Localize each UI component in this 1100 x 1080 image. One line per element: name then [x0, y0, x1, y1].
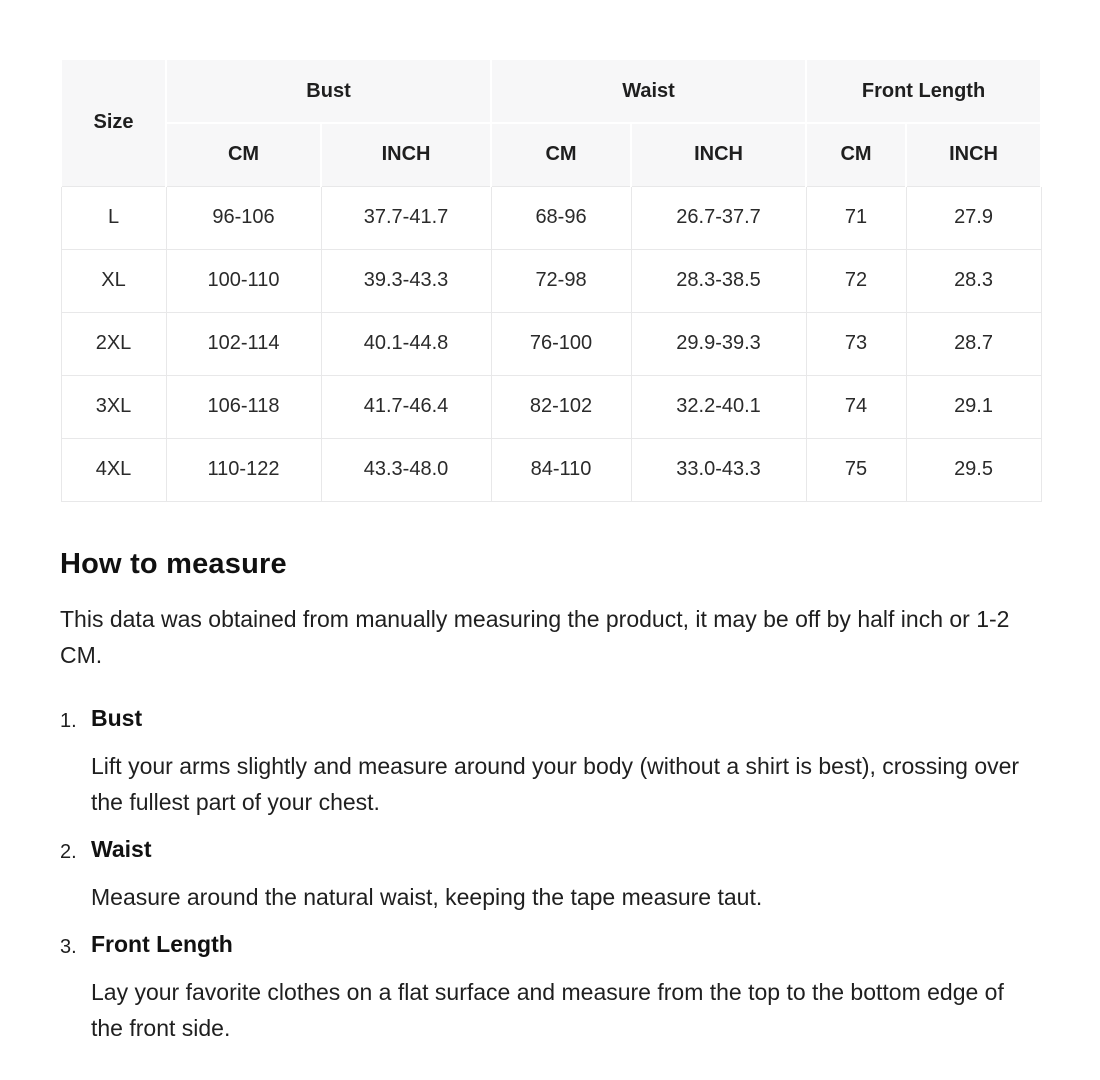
waist-cm-cell: 84-110 [490, 437, 632, 502]
measure-step-bust: 1. Bust Lift your arms slightly and meas… [60, 705, 1040, 836]
waist-inch-cell: 29.9-39.3 [630, 311, 807, 376]
step-title: Bust [91, 704, 143, 731]
column-header-bust-inch: INCH [319, 122, 493, 186]
step-description: Lift your arms slightly and measure arou… [91, 752, 1020, 815]
table-row-2xl: 2XL 102-114 40.1-44.8 76-100 29.9-39.3 7… [60, 311, 1042, 376]
measure-step-front-length: 3. Front Length Lay your favorite clothe… [60, 931, 1040, 1062]
how-to-measure-title: How to measure [60, 547, 287, 580]
front-cm-cell: 75 [805, 437, 907, 502]
front-inch-cell: 29.1 [905, 374, 1042, 439]
size-cell: 3XL [60, 374, 167, 439]
column-header-bust-cm: CM [165, 122, 322, 186]
front-inch-cell: 28.3 [905, 248, 1042, 313]
step-content: Bust Lift your arms slightly and measure… [91, 705, 1040, 836]
bust-cm-cell: 102-114 [165, 311, 322, 376]
table-group-header-row: Size Bust Waist Front Length [60, 58, 1043, 186]
measure-step-waist: 2. Waist Measure around the natural wais… [60, 836, 1040, 931]
column-header-waist-cm: CM [490, 122, 633, 186]
step-content: Front Length Lay your favorite clothes o… [91, 931, 1040, 1062]
step-content: Waist Measure around the natural waist, … [91, 836, 1040, 931]
size-cell: 4XL [60, 437, 167, 502]
front-cm-cell: 71 [805, 185, 907, 250]
bust-cm-cell: 96-106 [165, 185, 322, 250]
waist-inch-cell: 33.0-43.3 [630, 437, 807, 502]
measure-steps-list: 1. Bust Lift your arms slightly and meas… [60, 705, 1040, 1062]
front-inch-cell: 29.5 [905, 437, 1042, 502]
table-unit-header-row: CM INCH CM INCH CM INCH [61, 122, 1043, 186]
waist-cm-cell: 72-98 [490, 248, 632, 313]
table-row-l: L 96-106 37.7-41.7 68-96 26.7-37.7 71 27… [60, 185, 1042, 250]
bust-cm-cell: 106-118 [165, 374, 322, 439]
column-group-front-length: Front Length [805, 58, 1043, 123]
size-chart-table: Size Bust Waist Front Length CM INCH CM … [60, 58, 1043, 502]
column-header-front-inch: INCH [905, 122, 1043, 186]
column-group-waist: Waist [490, 58, 808, 123]
how-to-measure-intro: This data was obtained from manually mea… [60, 605, 1010, 668]
waist-inch-cell: 26.7-37.7 [630, 185, 807, 250]
front-inch-cell: 27.9 [905, 185, 1042, 250]
waist-inch-cell: 28.3-38.5 [630, 248, 807, 313]
waist-inch-cell: 32.2-40.1 [630, 374, 807, 439]
step-title: Front Length [91, 930, 233, 957]
bust-cm-cell: 100-110 [165, 248, 322, 313]
table-row-xl: XL 100-110 39.3-43.3 72-98 28.3-38.5 72 … [60, 248, 1042, 313]
column-header-front-cm: CM [805, 122, 908, 186]
step-description: Measure around the natural waist, keepin… [91, 883, 763, 910]
bust-inch-cell: 40.1-44.8 [320, 311, 492, 376]
bust-inch-cell: 39.3-43.3 [320, 248, 492, 313]
column-group-bust: Bust [164, 58, 493, 123]
step-description: Lay your favorite clothes on a flat surf… [91, 978, 1004, 1041]
table-row-3xl: 3XL 106-118 41.7-46.4 82-102 32.2-40.1 7… [60, 374, 1042, 439]
table-row-4xl: 4XL 110-122 43.3-48.0 84-110 33.0-43.3 7… [60, 437, 1042, 502]
waist-cm-cell: 68-96 [490, 185, 632, 250]
bust-inch-cell: 43.3-48.0 [320, 437, 492, 502]
size-cell: L [60, 185, 167, 250]
step-number: 3. [60, 935, 77, 958]
front-cm-cell: 74 [805, 374, 907, 439]
bust-inch-cell: 41.7-46.4 [320, 374, 492, 439]
bust-inch-cell: 37.7-41.7 [320, 185, 492, 250]
bust-cm-cell: 110-122 [165, 437, 322, 502]
step-number: 2. [60, 840, 77, 863]
column-header-size: Size [60, 58, 167, 186]
front-cm-cell: 73 [805, 311, 907, 376]
size-cell: 2XL [60, 311, 167, 376]
step-number: 1. [60, 709, 77, 732]
front-inch-cell: 28.7 [905, 311, 1042, 376]
waist-cm-cell: 76-100 [490, 311, 632, 376]
size-cell: XL [60, 248, 167, 313]
waist-cm-cell: 82-102 [490, 374, 632, 439]
step-title: Waist [91, 835, 152, 862]
front-cm-cell: 72 [805, 248, 907, 313]
column-header-waist-inch: INCH [630, 122, 808, 186]
